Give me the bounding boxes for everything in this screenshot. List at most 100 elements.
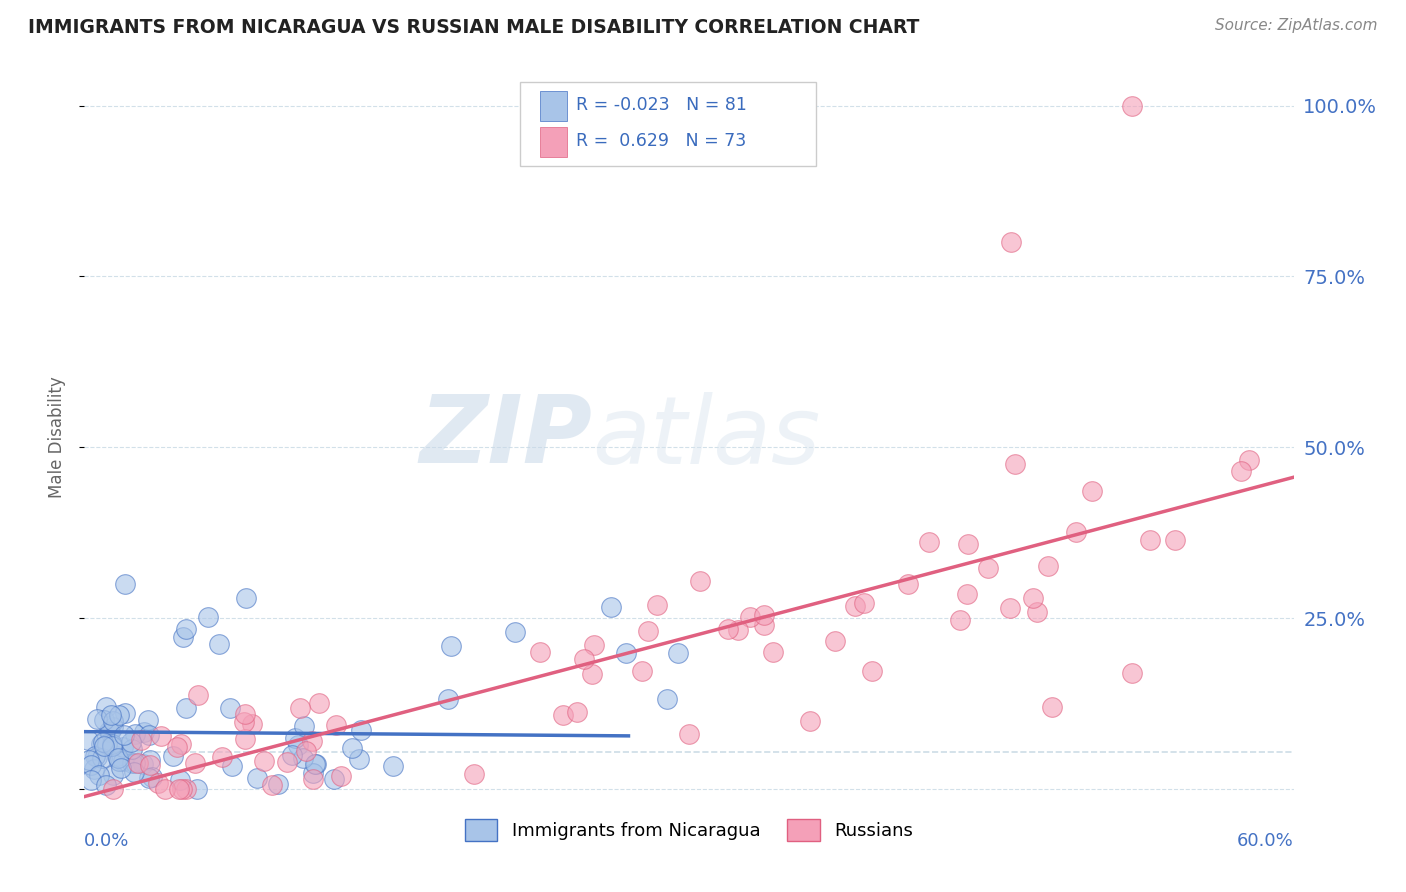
Point <box>752 607 775 622</box>
Point <box>127 756 149 770</box>
Point <box>308 696 330 710</box>
Point <box>918 535 941 549</box>
Point <box>121 756 143 770</box>
Point <box>186 781 208 796</box>
Point <box>977 561 1000 575</box>
Point <box>740 609 762 624</box>
Point <box>233 731 256 746</box>
Point <box>112 728 135 742</box>
Point <box>1080 484 1102 499</box>
Point <box>631 664 654 678</box>
Point <box>240 716 263 731</box>
Point <box>998 601 1021 615</box>
Point <box>197 610 219 624</box>
Point <box>87 768 110 782</box>
Point <box>235 591 257 605</box>
Point <box>853 596 876 610</box>
Text: 0.0%: 0.0% <box>84 832 129 850</box>
Point <box>325 717 347 731</box>
Point <box>824 634 846 648</box>
Point <box>174 701 197 715</box>
Point <box>138 728 160 742</box>
Point <box>844 599 866 613</box>
Point <box>98 725 121 739</box>
Point <box>187 688 209 702</box>
Point <box>582 638 605 652</box>
Point <box>267 777 290 791</box>
Point <box>1237 452 1260 467</box>
Point <box>463 767 485 781</box>
Point <box>246 771 269 785</box>
Point <box>120 735 142 749</box>
Point <box>281 748 304 763</box>
Text: atlas: atlas <box>592 392 821 483</box>
Point <box>260 778 283 792</box>
Point <box>94 700 117 714</box>
Text: ZIP: ZIP <box>419 391 592 483</box>
Point <box>221 758 243 772</box>
Point <box>114 706 136 721</box>
Point <box>567 705 589 719</box>
Point <box>208 637 231 651</box>
Text: IMMIGRANTS FROM NICARAGUA VS RUSSIAN MALE DISABILITY CORRELATION CHART: IMMIGRANTS FROM NICARAGUA VS RUSSIAN MAL… <box>28 18 920 37</box>
Point <box>323 772 346 787</box>
Point <box>169 773 191 788</box>
Point <box>666 646 689 660</box>
Point <box>121 742 143 756</box>
Point <box>956 537 979 551</box>
Point <box>170 782 193 797</box>
Point <box>162 749 184 764</box>
Point <box>860 665 883 679</box>
Point <box>166 740 188 755</box>
Point <box>80 773 103 788</box>
Point <box>83 749 105 764</box>
Point <box>762 645 785 659</box>
Text: Source: ZipAtlas.com: Source: ZipAtlas.com <box>1215 18 1378 33</box>
Point <box>294 744 316 758</box>
Point <box>101 739 124 754</box>
Point <box>131 757 153 772</box>
Point <box>77 753 100 767</box>
Point <box>155 782 177 797</box>
Point <box>172 630 194 644</box>
Point <box>1164 533 1187 548</box>
Point <box>114 577 136 591</box>
Point <box>1021 591 1043 605</box>
Point <box>101 714 124 728</box>
Point <box>717 622 740 636</box>
Point <box>1121 665 1143 680</box>
Point <box>949 613 972 627</box>
Point <box>94 778 117 792</box>
Point <box>614 646 637 660</box>
Point <box>956 587 979 601</box>
Point <box>90 750 112 764</box>
FancyBboxPatch shape <box>540 91 567 120</box>
Point <box>437 691 460 706</box>
Point <box>330 769 353 783</box>
Point <box>90 737 112 751</box>
Point <box>141 770 163 784</box>
Text: R =  0.629   N = 73: R = 0.629 N = 73 <box>576 132 747 150</box>
Point <box>637 624 659 639</box>
Point <box>86 750 108 764</box>
Point <box>1139 533 1161 548</box>
Point <box>218 701 240 715</box>
Point <box>96 737 118 751</box>
Point <box>138 772 160 786</box>
Point <box>233 706 256 721</box>
Point <box>1121 98 1143 112</box>
Point <box>382 759 405 773</box>
FancyBboxPatch shape <box>540 128 567 157</box>
Point <box>276 755 298 769</box>
Point <box>799 714 821 728</box>
Point <box>211 749 233 764</box>
Point <box>100 708 122 723</box>
Point <box>107 755 129 769</box>
Point <box>124 756 146 771</box>
Point <box>103 720 125 734</box>
Point <box>347 752 370 766</box>
Point <box>108 707 131 722</box>
Point <box>79 758 101 772</box>
Point <box>305 757 328 772</box>
Point <box>134 725 156 739</box>
